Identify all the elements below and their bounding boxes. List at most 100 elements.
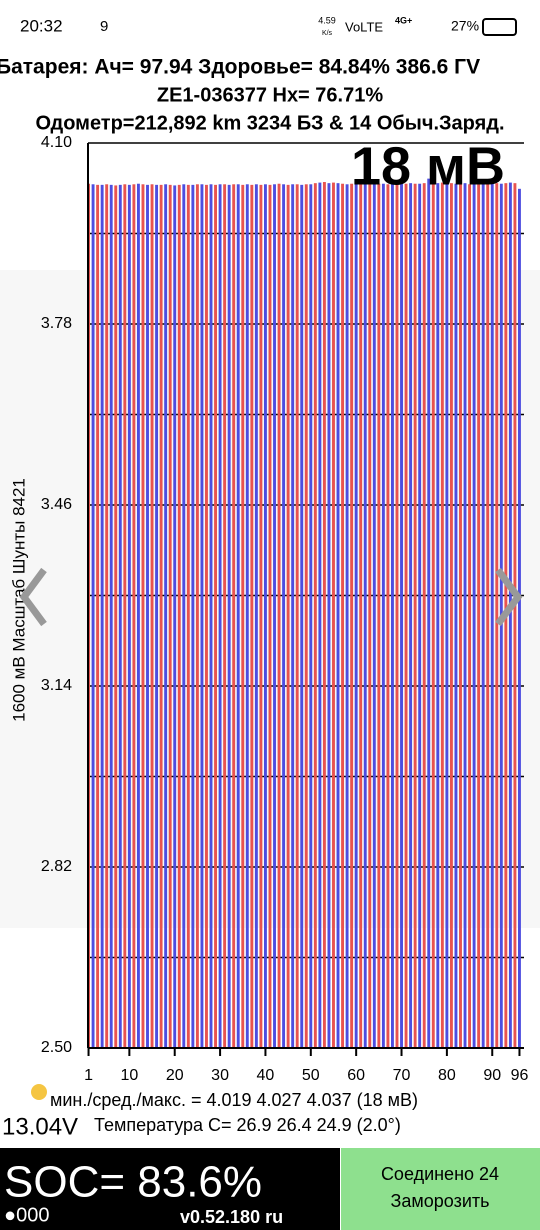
- header-line: Одометр=212,892 km 3234 БЗ & 14 Обыч.Зар…: [35, 112, 504, 134]
- x-tick-label: 40: [257, 1067, 275, 1084]
- bar: [291, 184, 295, 1048]
- voltage: 13.04V: [2, 1113, 78, 1140]
- x-tick-label: 90: [483, 1067, 501, 1084]
- annotation: 18 мВ: [351, 136, 505, 196]
- bar: [123, 184, 127, 1048]
- bar: [427, 178, 431, 1048]
- bar: [205, 184, 208, 1048]
- bar: [363, 183, 367, 1049]
- bar: [250, 184, 254, 1048]
- bar: [282, 184, 286, 1048]
- bar: [218, 184, 222, 1048]
- next-arrow[interactable]: [495, 567, 523, 627]
- bar: [518, 188, 521, 1049]
- y-tick-label: 3.78: [41, 315, 72, 332]
- bar: [413, 183, 417, 1049]
- bar: [263, 184, 267, 1048]
- bar: [109, 184, 113, 1048]
- y-tick-label: 4.10: [41, 134, 72, 151]
- bar: [300, 184, 304, 1048]
- prev-arrow[interactable]: [19, 567, 47, 627]
- bar: [273, 184, 276, 1048]
- bar: [159, 184, 163, 1048]
- x-tick-label: 70: [393, 1067, 411, 1084]
- header-line: Батарея: Ач= 97.94 Здоровье= 84.84% 386.…: [0, 56, 480, 79]
- bar: [495, 183, 499, 1049]
- chart: 2.50 2.82 3.14 3.46 3.78 4.10 1 10 20 30 40 50 60 70 8…: [41, 134, 529, 1084]
- bar: [91, 184, 95, 1048]
- bar: [332, 182, 335, 1048]
- bar: [96, 184, 100, 1048]
- bar: [127, 184, 131, 1048]
- soc-box: [0, 1148, 340, 1230]
- bar: [173, 185, 177, 1048]
- bar: [336, 183, 340, 1049]
- bar: [195, 184, 199, 1048]
- bar: [354, 183, 358, 1049]
- bar: [214, 184, 217, 1048]
- bar: [227, 184, 231, 1048]
- bar: [368, 184, 372, 1048]
- bar: [286, 184, 290, 1048]
- x-tick-label: 50: [302, 1067, 320, 1084]
- bar: [468, 184, 472, 1048]
- bar: [236, 184, 240, 1048]
- bar: [146, 184, 149, 1048]
- connect-button[interactable]: [341, 1148, 540, 1230]
- battery-icon: [482, 18, 517, 36]
- dots: ●000: [4, 1204, 49, 1226]
- version: v0.52.180 ru: [180, 1207, 283, 1227]
- speed: 4.59: [318, 15, 336, 25]
- bar: [463, 183, 467, 1049]
- bar: [150, 184, 154, 1048]
- bar: [277, 183, 281, 1049]
- freeze[interactable]: Заморозить: [390, 1191, 489, 1211]
- x-tick-label: 30: [211, 1067, 229, 1084]
- bar: [241, 184, 245, 1048]
- bar: [395, 183, 399, 1049]
- minmax: мин./сред./макс. = 4.019 4.027 4.037 (18…: [50, 1090, 418, 1110]
- bar: [422, 183, 426, 1049]
- bar: [440, 182, 444, 1048]
- battery: 27%: [451, 18, 479, 34]
- bar: [381, 183, 385, 1049]
- x-tick-label: 1: [84, 1067, 93, 1084]
- bar: [409, 183, 413, 1049]
- bar: [486, 182, 490, 1048]
- bar: [345, 184, 349, 1048]
- bar: [404, 183, 408, 1049]
- bar: [400, 182, 403, 1048]
- time: 20:32: [20, 16, 63, 35]
- bar: [182, 184, 186, 1048]
- bar: [105, 184, 109, 1048]
- bar: [223, 184, 227, 1048]
- bar: [377, 183, 381, 1049]
- x-tick-label: 60: [347, 1067, 365, 1084]
- y-tick-label: 2.50: [41, 1039, 72, 1056]
- bar: [118, 184, 122, 1048]
- bar: [481, 183, 485, 1049]
- bar: [490, 183, 494, 1049]
- connected[interactable]: Соединено 24: [381, 1164, 499, 1184]
- bar: [209, 184, 213, 1048]
- bar: [232, 184, 236, 1048]
- x-tick-label: 20: [166, 1067, 184, 1084]
- y-tick-label: 2.82: [41, 858, 72, 875]
- bar: [191, 184, 195, 1048]
- bar: [431, 183, 435, 1049]
- bar: [254, 184, 258, 1048]
- bar: [136, 183, 140, 1049]
- bar: [391, 183, 394, 1049]
- bar: [168, 184, 172, 1048]
- bar: [155, 184, 159, 1048]
- bar: [313, 183, 317, 1049]
- bar: [322, 182, 326, 1048]
- bar: [186, 184, 190, 1048]
- y-tick-label: 3.14: [41, 677, 72, 694]
- bar: [472, 182, 476, 1048]
- bar: [200, 184, 204, 1048]
- bar: [309, 184, 313, 1048]
- bar: [132, 184, 136, 1048]
- bar: [508, 182, 512, 1048]
- bar: [359, 183, 363, 1049]
